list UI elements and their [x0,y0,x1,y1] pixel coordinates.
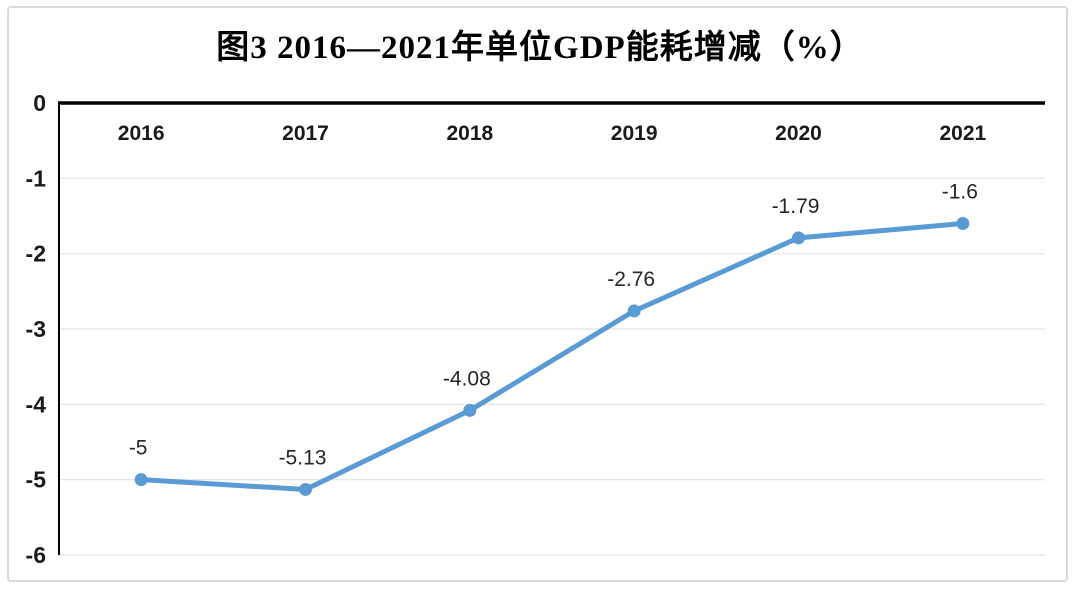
x-tick-label: 2020 [775,122,822,145]
y-tick-label: -5 [26,467,47,493]
x-tick-label: 2016 [118,122,165,145]
data-point-marker [299,482,312,496]
data-point-label: -1.79 [772,195,820,218]
y-tick-label: -1 [26,165,47,191]
y-tick-label: -3 [26,316,46,342]
y-tick-label: 0 [33,90,46,116]
data-point-marker [463,403,477,417]
y-tick-label: -4 [26,391,47,417]
data-point-marker [956,217,970,231]
data-point-marker [792,231,805,245]
y-tick-label: -6 [26,542,46,568]
x-tick-label: 2019 [611,122,658,145]
data-point-label: -1.6 [942,181,978,204]
x-tick-label: 2021 [939,122,986,145]
x-tick-label: 2017 [282,122,329,145]
data-point-marker [627,304,641,318]
y-tick-label: -2 [26,241,46,267]
data-point-label: -5.13 [279,446,327,469]
data-point-label: -2.76 [607,268,655,291]
data-point-label: -5 [129,437,148,460]
chart-title: 图3 2016—2021年单位GDP能耗增减（%） [216,30,864,66]
data-point-label: -4.08 [443,367,491,390]
series-line [138,221,966,492]
x-tick-label: 2018 [446,122,493,145]
data-point-marker [134,473,148,487]
